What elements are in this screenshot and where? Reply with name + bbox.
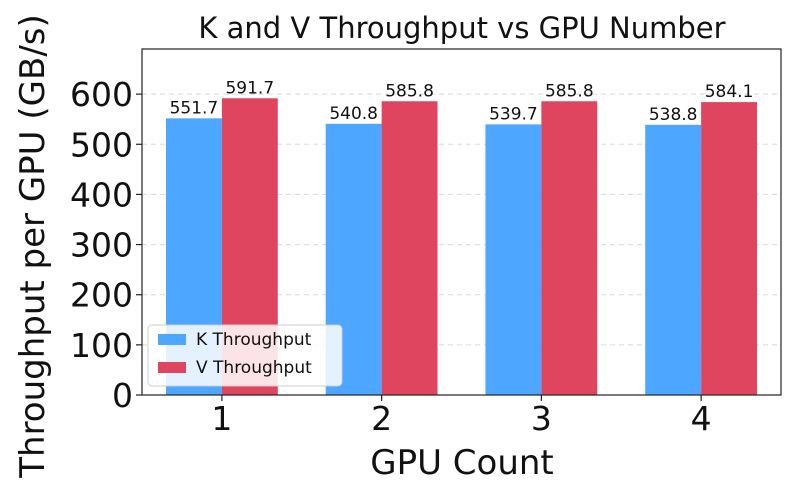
bar-value-label: 551.7 [170,98,219,118]
legend-label-k-throughput: K Throughput [196,330,312,350]
data-labels: 551.7 591.7 540.8 585.8 539.7 585.8 538.8 584.1 [170,78,754,125]
bar-value-label: 540.8 [329,104,378,124]
bar-value-label: 538.8 [649,105,698,125]
y-tick-label: 0 [112,376,133,415]
y-tick-label: 300 [70,226,133,265]
bar-k-gpu-4 [645,124,702,396]
x-tick-label: 4 [691,399,712,438]
y-tick-label: 600 [70,75,133,114]
x-tick-label: 3 [531,399,552,438]
legend-swatch-v-throughput [158,362,186,373]
x-axis-label: GPU Count [370,443,554,483]
bar-value-label: 585.8 [545,81,594,101]
legend: K Throughput V Throughput [147,324,343,387]
plot-frame [141,48,782,396]
y-tick-label: 500 [70,125,133,164]
bar-k-gpu-3 [485,124,542,395]
y-axis-label: Throughput per GPU (GB/s) [13,14,53,479]
y-tick-label: 200 [70,276,133,315]
bar-v-gpu-3 [541,101,598,396]
legend-label-v-throughput: V Throughput [196,358,312,378]
bar-v-gpu-4 [701,102,758,395]
x-tick-label: 2 [371,399,392,438]
legend-box [147,324,343,387]
y-tick-label: 400 [70,175,133,214]
bar-value-label: 584.1 [705,82,754,102]
bar-value-label: 585.8 [385,81,434,101]
x-axis-ticks: 1 2 3 4 [211,395,712,438]
legend-swatch-k-throughput [158,334,186,345]
bar-value-label: 539.7 [489,104,538,124]
bar-v-gpu-2 [381,101,438,396]
chart-title: K and V Throughput vs GPU Number [198,11,725,45]
bar-value-label: 591.7 [225,78,274,98]
x-tick-label: 1 [211,399,232,438]
y-axis-ticks: 0 100 200 300 400 500 600 [70,75,142,415]
bars [165,98,758,396]
y-tick-label: 100 [70,326,133,365]
